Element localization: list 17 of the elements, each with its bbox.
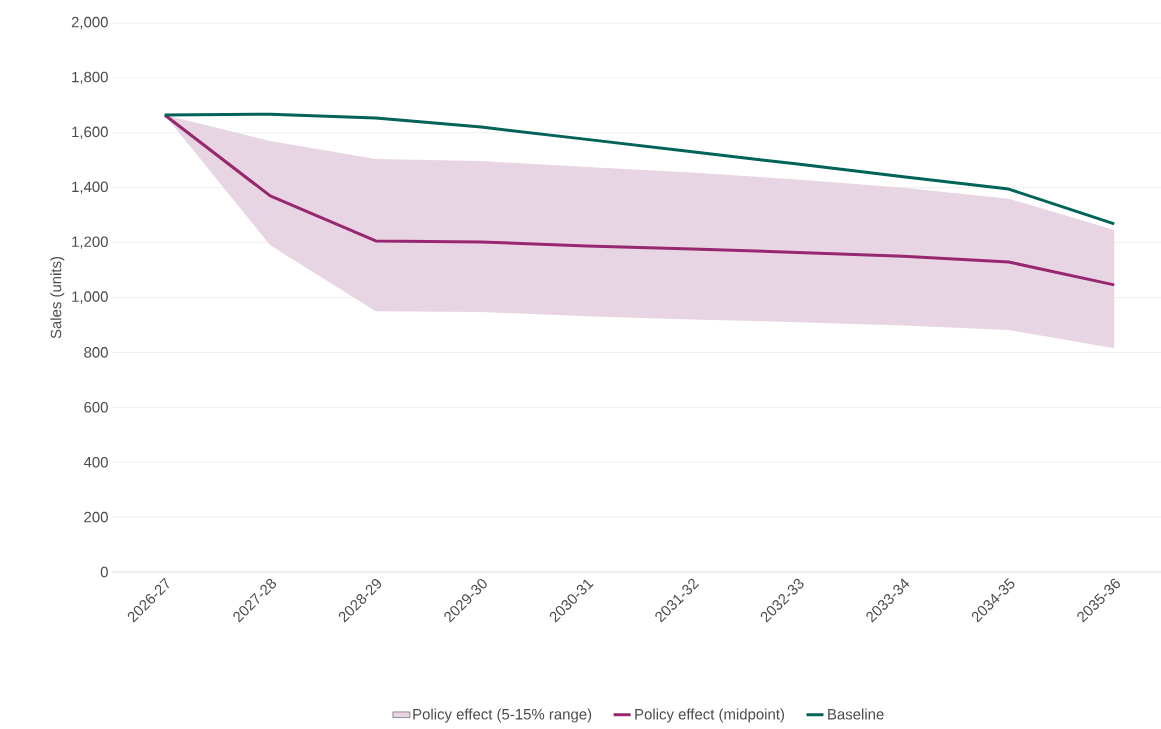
y-tick-label: 400 xyxy=(83,456,108,468)
y-tick-label: 2,000 xyxy=(71,16,108,30)
y-axis-title: Sales (units) xyxy=(50,256,65,339)
y-tick-label: 600 xyxy=(84,402,108,413)
y-tick-label: 1,200 xyxy=(72,236,108,249)
y-tick-label: 200 xyxy=(84,511,108,523)
y-tick-label: 1,400 xyxy=(72,181,108,194)
y-tick-label: 0 xyxy=(100,566,108,578)
line-series xyxy=(163,113,1116,287)
line-series xyxy=(163,112,1116,226)
legend-label: Baseline xyxy=(828,708,884,720)
y-tick-label: 1,600 xyxy=(72,126,108,139)
y-tick-label: 800 xyxy=(84,347,108,358)
legend-label: Policy effect (midpoint) xyxy=(635,708,785,723)
y-tick-label: 1,000 xyxy=(72,291,108,304)
y-tick-label: 1,800 xyxy=(72,71,108,85)
legend-label: Policy effect (5-15% range) xyxy=(413,708,592,723)
